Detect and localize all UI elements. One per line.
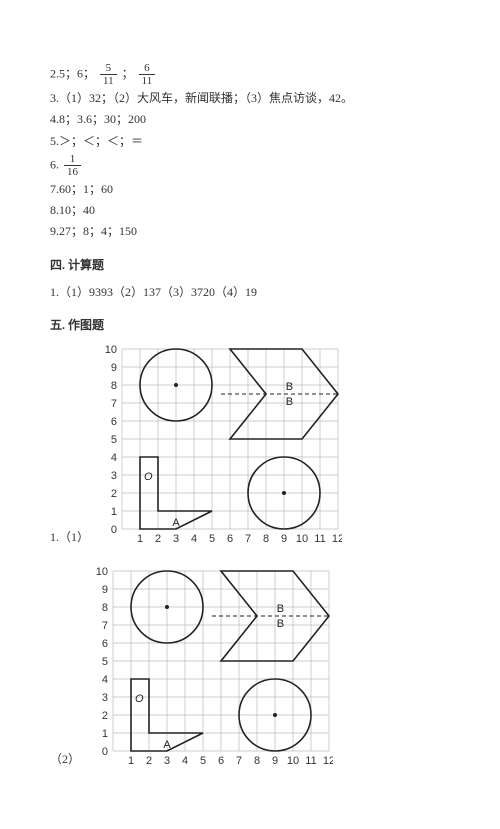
figure-1: 123456789101112012345678910OABB [100, 345, 342, 547]
svg-text:8: 8 [263, 533, 269, 545]
answer-line-2: 2.5；6； 5 11 ； 6 11 [50, 62, 450, 87]
figure-2: 123456789101112012345678910OABB [91, 567, 333, 769]
svg-text:2: 2 [102, 710, 108, 722]
svg-text:6: 6 [111, 416, 117, 428]
denominator: 11 [139, 75, 156, 87]
answer-line-6: 6. 1 16 [50, 153, 450, 178]
svg-text:9: 9 [102, 584, 108, 596]
svg-text:2: 2 [155, 533, 161, 545]
text: 6. [50, 157, 59, 171]
svg-text:2: 2 [146, 755, 152, 767]
svg-text:3: 3 [173, 533, 179, 545]
svg-text:4: 4 [111, 452, 117, 464]
answer-line-8: 8.10；40 [50, 201, 450, 220]
svg-text:B: B [286, 381, 293, 393]
svg-text:11: 11 [305, 755, 316, 767]
svg-text:O: O [144, 471, 153, 483]
svg-text:9: 9 [111, 362, 117, 374]
svg-text:3: 3 [111, 470, 117, 482]
section-calc-title: 四. 计算题 [50, 256, 450, 275]
svg-text:3: 3 [164, 755, 170, 767]
svg-text:5: 5 [209, 533, 215, 545]
svg-text:1: 1 [102, 728, 108, 740]
denominator: 11 [100, 75, 117, 87]
svg-text:10: 10 [96, 567, 108, 578]
svg-text:12: 12 [332, 533, 342, 545]
numerator: 5 [100, 62, 117, 75]
svg-text:6: 6 [227, 533, 233, 545]
svg-text:A: A [163, 739, 171, 751]
svg-text:B: B [277, 603, 284, 615]
answer-line-9: 9.27；8；4；150 [50, 222, 450, 241]
answer-line-7: 7.60；1；60 [50, 180, 450, 199]
text: ； [122, 66, 134, 80]
svg-text:0: 0 [111, 524, 117, 536]
calc-answer-line: 1.（1）9393（2）137（3）3720（4）19 [50, 283, 450, 302]
svg-text:A: A [172, 517, 180, 529]
figure-1-wrap: 1.（1） 123456789101112012345678910OABB [50, 345, 450, 547]
answer-line-5: 5.＞；＜；＜；＝ [50, 132, 450, 151]
svg-text:4: 4 [102, 674, 108, 686]
svg-text:7: 7 [102, 620, 108, 632]
fraction-5-11: 5 11 [100, 62, 117, 87]
svg-text:5: 5 [200, 755, 206, 767]
svg-text:7: 7 [236, 755, 242, 767]
svg-text:4: 4 [191, 533, 197, 545]
svg-text:0: 0 [102, 746, 108, 758]
fraction-1-16: 1 16 [64, 153, 81, 178]
svg-text:11: 11 [314, 533, 325, 545]
svg-text:7: 7 [245, 533, 251, 545]
svg-text:8: 8 [254, 755, 260, 767]
svg-text:1: 1 [128, 755, 134, 767]
answer-line-3: 3.（1）32；（2）大风车，新闻联播；（3）焦点访谈，42。 [50, 89, 450, 108]
svg-text:2: 2 [111, 488, 117, 500]
svg-text:5: 5 [102, 656, 108, 668]
figure-2-label: （2） [50, 750, 80, 769]
svg-text:12: 12 [323, 755, 333, 767]
svg-text:10: 10 [296, 533, 308, 545]
answer-line-4: 4.8；3.6；30；200 [50, 110, 450, 129]
svg-text:6: 6 [218, 755, 224, 767]
figure-2-wrap: （2） 123456789101112012345678910OABB [50, 567, 450, 769]
svg-text:9: 9 [272, 755, 278, 767]
text: 2.5；6； [50, 66, 95, 80]
svg-text:8: 8 [111, 380, 117, 392]
numerator: 1 [64, 153, 81, 166]
svg-text:1: 1 [137, 533, 143, 545]
svg-text:4: 4 [182, 755, 188, 767]
svg-text:9: 9 [281, 533, 287, 545]
svg-text:8: 8 [102, 602, 108, 614]
svg-text:10: 10 [105, 345, 117, 356]
denominator: 16 [64, 166, 81, 178]
svg-text:10: 10 [287, 755, 299, 767]
figure-1-label: 1.（1） [50, 528, 89, 547]
svg-text:7: 7 [111, 398, 117, 410]
fraction-6-11: 6 11 [139, 62, 156, 87]
svg-text:O: O [135, 693, 144, 705]
svg-text:B: B [277, 618, 284, 630]
svg-text:B: B [286, 396, 293, 408]
svg-text:5: 5 [111, 434, 117, 446]
svg-text:6: 6 [102, 638, 108, 650]
svg-text:3: 3 [102, 692, 108, 704]
section-draw-title: 五. 作图题 [50, 316, 450, 335]
numerator: 6 [139, 62, 156, 75]
svg-text:1: 1 [111, 506, 117, 518]
